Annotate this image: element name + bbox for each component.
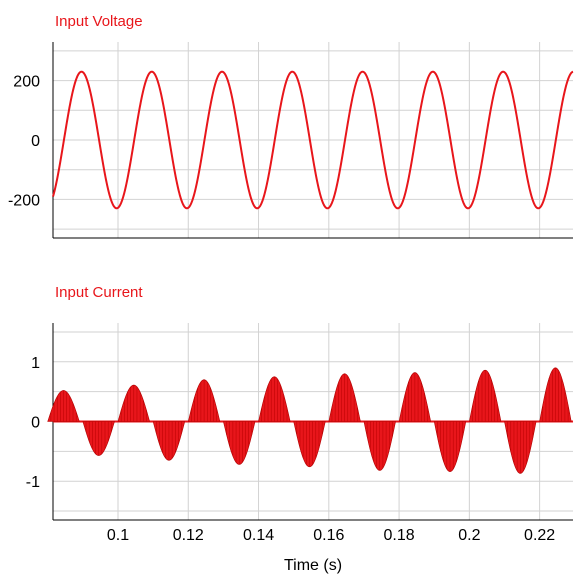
grid	[53, 42, 573, 238]
panel-input-voltage: Input Voltage -200 0 200	[8, 13, 574, 239]
x-tick-label: 0.14	[243, 527, 274, 544]
current-pulse-hatch	[85, 421, 112, 456]
current-pulse-hatch	[226, 421, 253, 465]
y-tick-label: 1	[31, 355, 40, 372]
x-tick-label: 0.2	[458, 527, 480, 544]
current-pulse-hatch	[507, 421, 534, 474]
current-pulse-hatch	[366, 421, 393, 471]
current-pulse-hatch	[296, 421, 323, 467]
current-pulse-hatch	[437, 421, 463, 472]
current-pulse-hatch	[50, 390, 77, 422]
current-pulse-hatch	[472, 370, 499, 422]
y-tick-label: -1	[26, 474, 40, 491]
panel-input-current: Input Current -1 0 1	[26, 284, 573, 521]
current-pulse-hatch	[156, 421, 182, 461]
x-axis-label: Time (s)	[284, 557, 342, 574]
x-tick-label: 0.12	[173, 527, 204, 544]
current-pulse-hatch	[191, 379, 217, 422]
voltage-series-line	[52, 70, 574, 210]
panel-title: Input Current	[55, 284, 143, 301]
current-pulse-hatch	[120, 385, 147, 422]
y-tick-label: 0	[31, 133, 40, 150]
panel-title: Input Voltage	[55, 13, 143, 30]
x-tick-label: 0.1	[107, 527, 129, 544]
y-tick-label: 200	[13, 74, 40, 91]
current-pulse-hatch	[401, 372, 428, 422]
x-tick-label: 0.18	[384, 527, 415, 544]
current-pulse-hatch	[542, 367, 569, 422]
x-tick-label: 0.22	[524, 527, 555, 544]
current-pulse-hatch	[331, 373, 358, 422]
y-tick-label: -200	[8, 192, 40, 209]
x-tick-label: 0.16	[313, 527, 344, 544]
y-tick-label: 0	[31, 415, 40, 432]
current-pulse-hatch	[261, 376, 288, 422]
